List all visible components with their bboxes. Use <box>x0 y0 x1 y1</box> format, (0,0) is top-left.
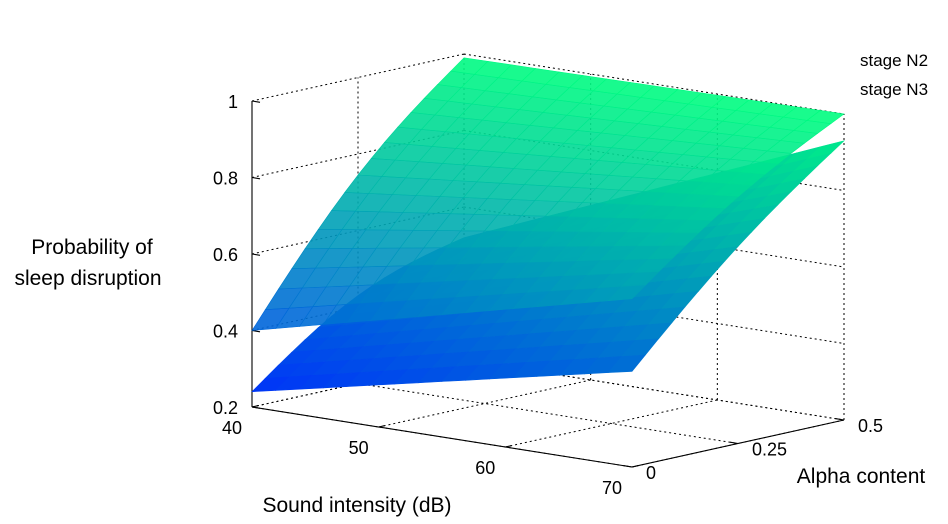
x-tick-label: 70 <box>602 478 622 498</box>
grid-line <box>463 206 845 268</box>
grid-line <box>463 283 845 344</box>
y-tick <box>729 441 739 445</box>
y-axis-label: Alpha content <box>797 465 926 488</box>
x-tick <box>378 425 385 428</box>
y-tick-label: 0.5 <box>858 416 883 436</box>
z-tick-label: 0.2 <box>213 398 238 418</box>
z-tick <box>251 253 261 256</box>
grid-line <box>505 399 718 448</box>
z-tick-label: 0.6 <box>213 245 238 265</box>
grid-line <box>251 53 465 102</box>
z-tick-label: 1 <box>228 92 238 112</box>
x-tick <box>631 465 639 468</box>
surfaces <box>251 57 846 393</box>
y-tick <box>623 465 633 468</box>
y-tick-label: 0.25 <box>752 440 787 460</box>
x-axis-line <box>251 406 633 468</box>
z-tick <box>251 329 261 333</box>
grid-line <box>378 379 591 428</box>
y-tick <box>835 418 845 421</box>
surface-stage-n2 <box>251 57 845 331</box>
z-axis-label-line-1: Probability of <box>31 236 153 259</box>
series-label-stage-n3: stage N3 <box>860 80 928 99</box>
grid-line <box>463 53 845 115</box>
z-tick-label: 0.8 <box>213 169 238 189</box>
z-tick <box>251 100 261 103</box>
x-tick-label: 60 <box>475 458 495 478</box>
z-tick-label: 0.4 <box>213 322 238 342</box>
x-tick <box>505 445 512 448</box>
grid-line <box>463 359 845 421</box>
surface-patch <box>607 354 646 373</box>
axes <box>251 100 845 468</box>
z-tick <box>251 176 261 180</box>
labels: Probability of sleep disruption Sound in… <box>14 51 928 517</box>
x-axis-label: Sound intensity (dB) <box>262 494 451 517</box>
z-axis-label-line-2: sleep disruption <box>14 267 161 290</box>
grid-line <box>357 383 739 444</box>
x-tick-label: 40 <box>222 418 242 438</box>
x-tick-label: 50 <box>349 438 369 458</box>
series-label-stage-n2: stage N2 <box>860 51 928 70</box>
surface-patch <box>607 284 647 302</box>
x-tick <box>251 405 259 408</box>
y-tick-label: 0 <box>646 463 656 483</box>
